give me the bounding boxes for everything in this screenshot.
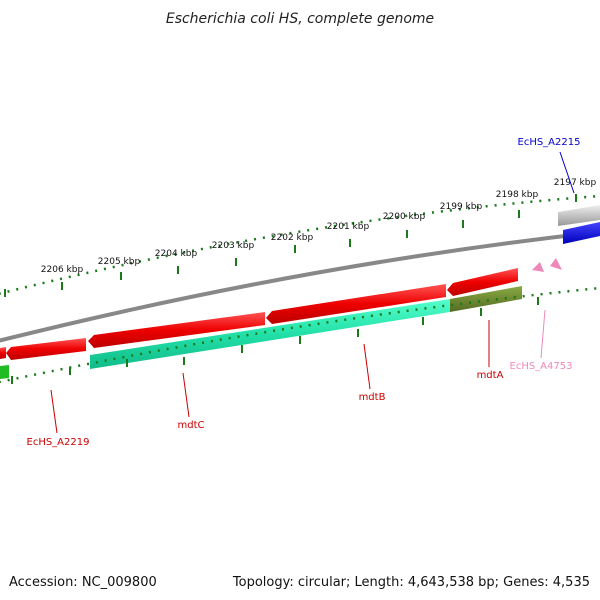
- gene-label-mdtb[interactable]: mdtB: [359, 392, 386, 403]
- leader-lines: [50, 151, 575, 434]
- gene-label-mdtc[interactable]: mdtC: [178, 420, 205, 431]
- tick-label-9: 2197 kbp: [554, 178, 597, 188]
- gene-labels: EcHS_A2215 EcHS_A4753 mdtA mdtB mdtC EcH…: [27, 137, 581, 448]
- tick-label-6: 2200 kbp: [383, 212, 426, 222]
- tick-label-1: 2205 kbp: [98, 257, 141, 267]
- outer-major-ticks: [4, 194, 577, 297]
- gene-arrow-left-edge: [0, 347, 6, 359]
- leader-mdtc: [182, 372, 190, 418]
- feature-green-left: [0, 365, 9, 379]
- leader-echs-a4753: [540, 309, 546, 359]
- gene-label-echs-a2215[interactable]: EcHS_A2215: [518, 137, 581, 148]
- topology-summary-text: Topology: circular; Length: 4,643,538 bp…: [232, 575, 590, 590]
- outer-tick-track: 2206 kbp 2205 kbp 2204 kbp 2203 kbp 2202 kbp…: [0, 178, 600, 297]
- tick-label-0: 2206 kbp: [41, 265, 84, 275]
- gene-arrow-mdtc: [88, 312, 265, 348]
- tick-label-7: 2199 kbp: [440, 202, 483, 212]
- gene-arrow-echs-a4753-a: [532, 262, 544, 272]
- tick-label-group: 2206 kbp 2205 kbp 2204 kbp 2203 kbp 2202 kbp…: [41, 178, 597, 275]
- tick-label-3: 2203 kbp: [212, 241, 255, 251]
- tick-label-8: 2198 kbp: [496, 190, 539, 200]
- map-title: Escherichia coli HS, complete genome: [166, 11, 434, 27]
- inner-tick-track: [0, 286, 600, 384]
- leader-mdtb: [363, 343, 371, 390]
- genome-backbone: [0, 230, 600, 343]
- gene-label-echs-a4753[interactable]: EcHS_A4753: [510, 361, 573, 372]
- gene-arrow-echs-a2219: [6, 338, 86, 360]
- accession-text: Accession: NC_009800: [9, 575, 157, 590]
- gene-arrow-echs-a2215: [563, 222, 600, 244]
- forward-strand-track: [0, 205, 600, 360]
- gene-arrow-echs-a4753-b: [550, 258, 562, 270]
- tick-label-2: 2204 kbp: [155, 249, 198, 259]
- feature-track: [0, 286, 522, 379]
- leader-echs-a2219: [50, 389, 58, 434]
- tick-label-5: 2201 kbp: [327, 222, 370, 232]
- inner-major-ticks: [11, 297, 539, 384]
- tick-label-4: 2202 kbp: [271, 233, 314, 243]
- gene-arrow-echs-a2215-grey: [558, 205, 600, 226]
- gene-arrow-mdtb: [266, 284, 446, 324]
- feature-green-main: [90, 299, 450, 369]
- leader-echs-a2215: [559, 151, 575, 194]
- gene-arrow-mdta: [447, 268, 518, 296]
- gene-label-echs-a2219[interactable]: EcHS_A2219: [27, 437, 90, 448]
- gene-label-mdta[interactable]: mdtA: [477, 370, 504, 381]
- feature-olive: [450, 286, 522, 312]
